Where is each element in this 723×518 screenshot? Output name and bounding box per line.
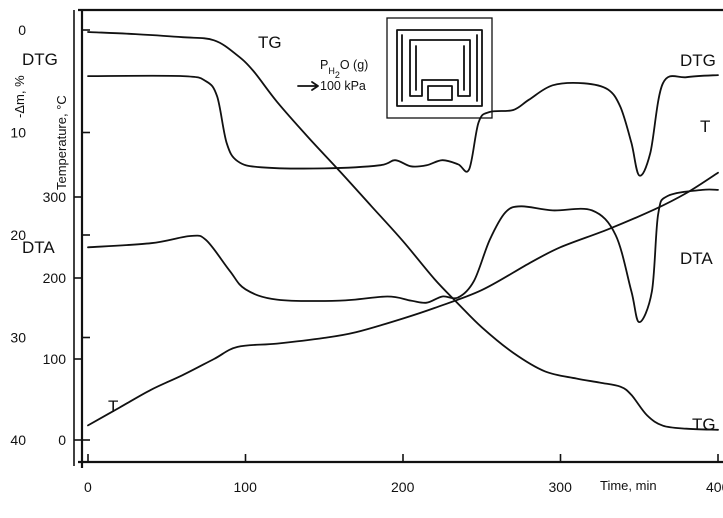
temperature-tick-label: 0 xyxy=(58,432,66,448)
mass-axis-title: -Δm, % xyxy=(12,75,27,118)
x-tick-label: 300 xyxy=(549,479,573,495)
series-dtg-label: DTG xyxy=(680,51,716,70)
mass-tick-label: 30 xyxy=(10,330,26,346)
x-tick-label: 0 xyxy=(84,479,92,495)
temperature-tick-label: 200 xyxy=(43,270,67,286)
series-dtg-label: DTG xyxy=(22,50,58,69)
series-dtg-line xyxy=(87,74,719,177)
crucible-inset: PH2O (g) 100 kPa xyxy=(297,17,493,119)
x-tick-label: 200 xyxy=(391,479,415,495)
inset-p: P xyxy=(320,58,328,72)
x-tick-label: 100 xyxy=(234,479,258,495)
series-dta-label: DTA xyxy=(680,249,713,268)
temperature-tick-label: 100 xyxy=(43,351,67,367)
inset-h: H xyxy=(328,66,335,76)
mass-tick-label: 20 xyxy=(10,227,26,243)
curve-labels: TG TG DTG DTG DTA DTA T T xyxy=(22,33,716,434)
curves xyxy=(87,31,719,431)
crucible-shape xyxy=(396,29,483,107)
mass-tick-label: 0 xyxy=(18,22,26,38)
axes: 0 100 200 300 400 Time, min 0 10 20 30 40 -Δm, % 0 10… xyxy=(10,8,723,495)
mass-tick-label: 10 xyxy=(10,125,26,141)
x-tick-label: 400 xyxy=(706,479,723,495)
series-t-label: T xyxy=(108,397,118,416)
inset-outer-frame xyxy=(386,17,493,119)
x-axis-title: Time, min xyxy=(600,478,657,493)
series-tg-label: TG xyxy=(258,33,282,52)
temperature-tick-label: 300 xyxy=(43,189,67,205)
inset-2: 2 xyxy=(335,70,340,80)
inset-gas: O (g) xyxy=(340,58,368,72)
mass-tick-label: 40 xyxy=(10,432,26,448)
inset-pressure-symbol: PH2O (g) xyxy=(320,58,368,80)
series-tg-label: TG xyxy=(692,415,716,434)
series-t-label: T xyxy=(700,117,710,136)
inset-pressure-value: 100 kPa xyxy=(320,79,366,93)
series-dta-line xyxy=(87,188,719,323)
series-tg-line xyxy=(87,31,719,431)
inset-arrow xyxy=(297,81,319,91)
temperature-axis-title: Temperature, °C xyxy=(54,95,69,190)
series-t-line xyxy=(87,171,719,427)
series-dta-label: DTA xyxy=(22,238,55,257)
